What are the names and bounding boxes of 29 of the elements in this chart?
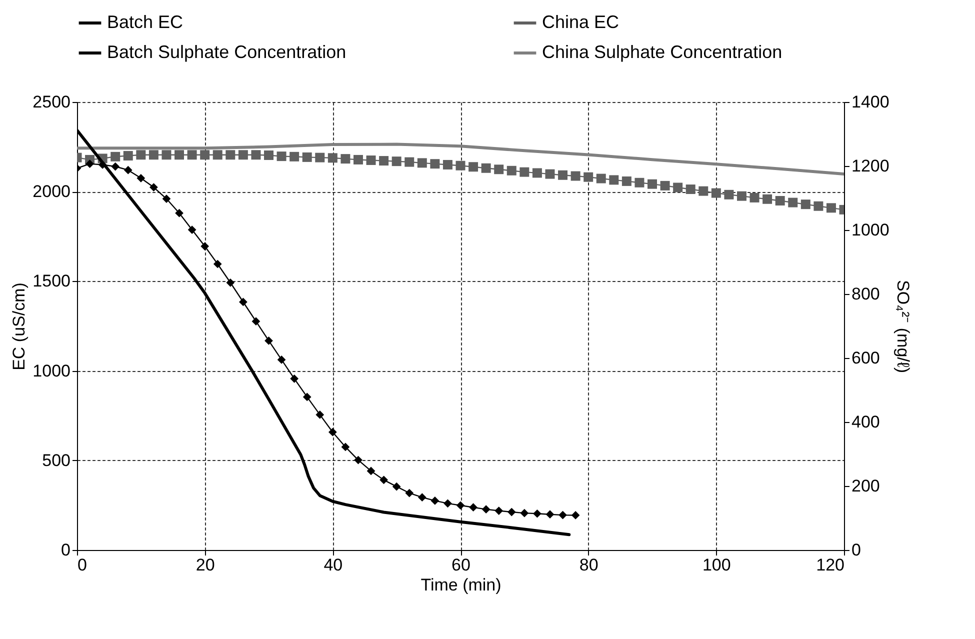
- y2-tick-label: 0: [852, 540, 861, 560]
- x-axis-title: Time (min): [420, 576, 502, 594]
- y2-tick-label: 800: [852, 284, 880, 304]
- y-axis-title: EC (uS/cm): [10, 282, 29, 370]
- x-tick-label: 120: [816, 556, 844, 574]
- y2-tick-label: 600: [852, 348, 880, 368]
- x-tick-label: 40: [324, 556, 343, 574]
- x-tick-label: 60: [452, 556, 470, 574]
- legend-label: Batch Sulphate Concentration: [107, 42, 346, 62]
- y-tick-label: 500: [42, 450, 70, 470]
- y2-tick-label: 400: [852, 412, 880, 432]
- y2-tick-label: 200: [852, 476, 880, 496]
- x-tick-label: 100: [702, 556, 731, 574]
- y-tick-label: 0: [61, 540, 70, 560]
- y-tick-label: 1000: [32, 361, 70, 380]
- legend-label: China Sulphate Concentration: [542, 42, 782, 62]
- line-series: [77, 142, 844, 176]
- y2-tick-label: 1000: [852, 220, 890, 240]
- y-tick-label: 2000: [32, 182, 70, 202]
- x-tick-label: 0: [78, 556, 87, 574]
- y-tick-label: 2500: [32, 92, 70, 112]
- y2-tick-label: 1400: [852, 92, 890, 112]
- x-tick-label: 20: [196, 556, 215, 574]
- y-tick-label: 1500: [32, 272, 70, 291]
- y2-axis-title: SO₄²⁻ (mg/ℓ): [893, 280, 912, 374]
- legend-label: China EC: [542, 12, 620, 32]
- legend-label: Batch EC: [107, 12, 184, 32]
- y2-tick-label: 1200: [852, 156, 890, 176]
- x-tick-label: 80: [579, 556, 598, 574]
